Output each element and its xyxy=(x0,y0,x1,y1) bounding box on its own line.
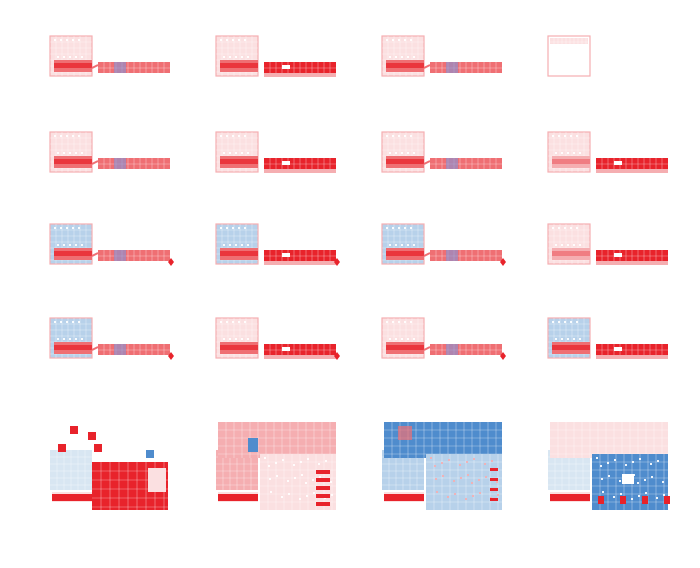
floating-tile xyxy=(70,426,78,434)
highlight-block xyxy=(114,158,126,169)
panel-r2-c1 xyxy=(49,131,170,173)
red-marker xyxy=(316,486,330,490)
highlight-block xyxy=(446,250,458,261)
connector-line xyxy=(423,160,431,165)
floating-tile xyxy=(88,432,96,440)
connector-line xyxy=(91,160,99,165)
red-marker xyxy=(316,494,330,498)
highlight-block xyxy=(446,344,458,355)
panel-r3-c4 xyxy=(547,223,668,265)
red-marker xyxy=(316,478,330,482)
red-diamond-marker xyxy=(168,352,174,360)
panel-r4-c2 xyxy=(215,317,340,360)
panel-r2-c3 xyxy=(381,131,502,173)
panel-upper-field xyxy=(550,422,668,458)
panel-r4-c1 xyxy=(49,317,174,360)
floating-tile xyxy=(94,444,102,452)
red-diamond-marker xyxy=(500,352,506,360)
blue-tile xyxy=(248,438,258,452)
panel-upper-field xyxy=(218,422,336,458)
pink-tile xyxy=(398,426,412,440)
panel-r5-c4 xyxy=(548,422,670,510)
panel-red-subbar xyxy=(552,248,590,260)
panel-r2-c4 xyxy=(547,131,668,173)
panel-red-bar xyxy=(218,494,258,501)
floating-tile xyxy=(58,444,66,452)
panel-r1-c3 xyxy=(381,35,502,77)
panel-r4-c4 xyxy=(547,317,668,359)
connector-line xyxy=(423,252,431,257)
red-diamond-marker xyxy=(334,258,340,266)
panel-red-bar xyxy=(52,494,92,501)
connector-line xyxy=(91,346,99,351)
red-marker xyxy=(490,498,498,501)
connector-line xyxy=(423,64,431,69)
red-diamond-marker xyxy=(334,352,340,360)
red-marker xyxy=(490,468,498,471)
red-marker xyxy=(642,496,648,504)
red-marker xyxy=(664,496,670,504)
red-diamond-marker xyxy=(168,258,174,266)
red-marker xyxy=(316,502,330,506)
red-marker xyxy=(598,496,604,504)
panel-r3-c3 xyxy=(381,223,506,266)
highlight-block xyxy=(114,62,126,73)
panel-red-bar xyxy=(550,494,590,501)
highlight-block xyxy=(446,158,458,169)
panel-r5-c3 xyxy=(382,422,502,510)
highlight-block xyxy=(114,250,126,261)
red-marker xyxy=(490,478,498,481)
panel-r3-c1 xyxy=(49,223,174,266)
connector-line xyxy=(91,64,99,69)
panel-r1-c2 xyxy=(215,35,336,77)
panel-r4-c3 xyxy=(381,317,506,360)
red-marker xyxy=(490,488,498,491)
red-diamond-marker xyxy=(500,258,506,266)
highlight-block xyxy=(114,344,126,355)
panel-r1-c4 xyxy=(547,35,591,77)
connector-line xyxy=(423,346,431,351)
floating-tile xyxy=(146,450,154,458)
connector-line xyxy=(91,252,99,257)
highlight-block xyxy=(446,62,458,73)
panel-r3-c2 xyxy=(215,223,340,266)
red-marker xyxy=(316,470,330,474)
panel-r5-c2 xyxy=(216,422,336,510)
panel-r2-c2 xyxy=(215,131,336,173)
panel-r5-c1 xyxy=(50,426,168,510)
panel-big-heatmap xyxy=(426,454,502,510)
red-marker xyxy=(620,496,626,504)
panel-r1-c1 xyxy=(49,35,170,77)
panel-red-subbar xyxy=(552,156,590,168)
panel-red-bar xyxy=(384,494,424,501)
